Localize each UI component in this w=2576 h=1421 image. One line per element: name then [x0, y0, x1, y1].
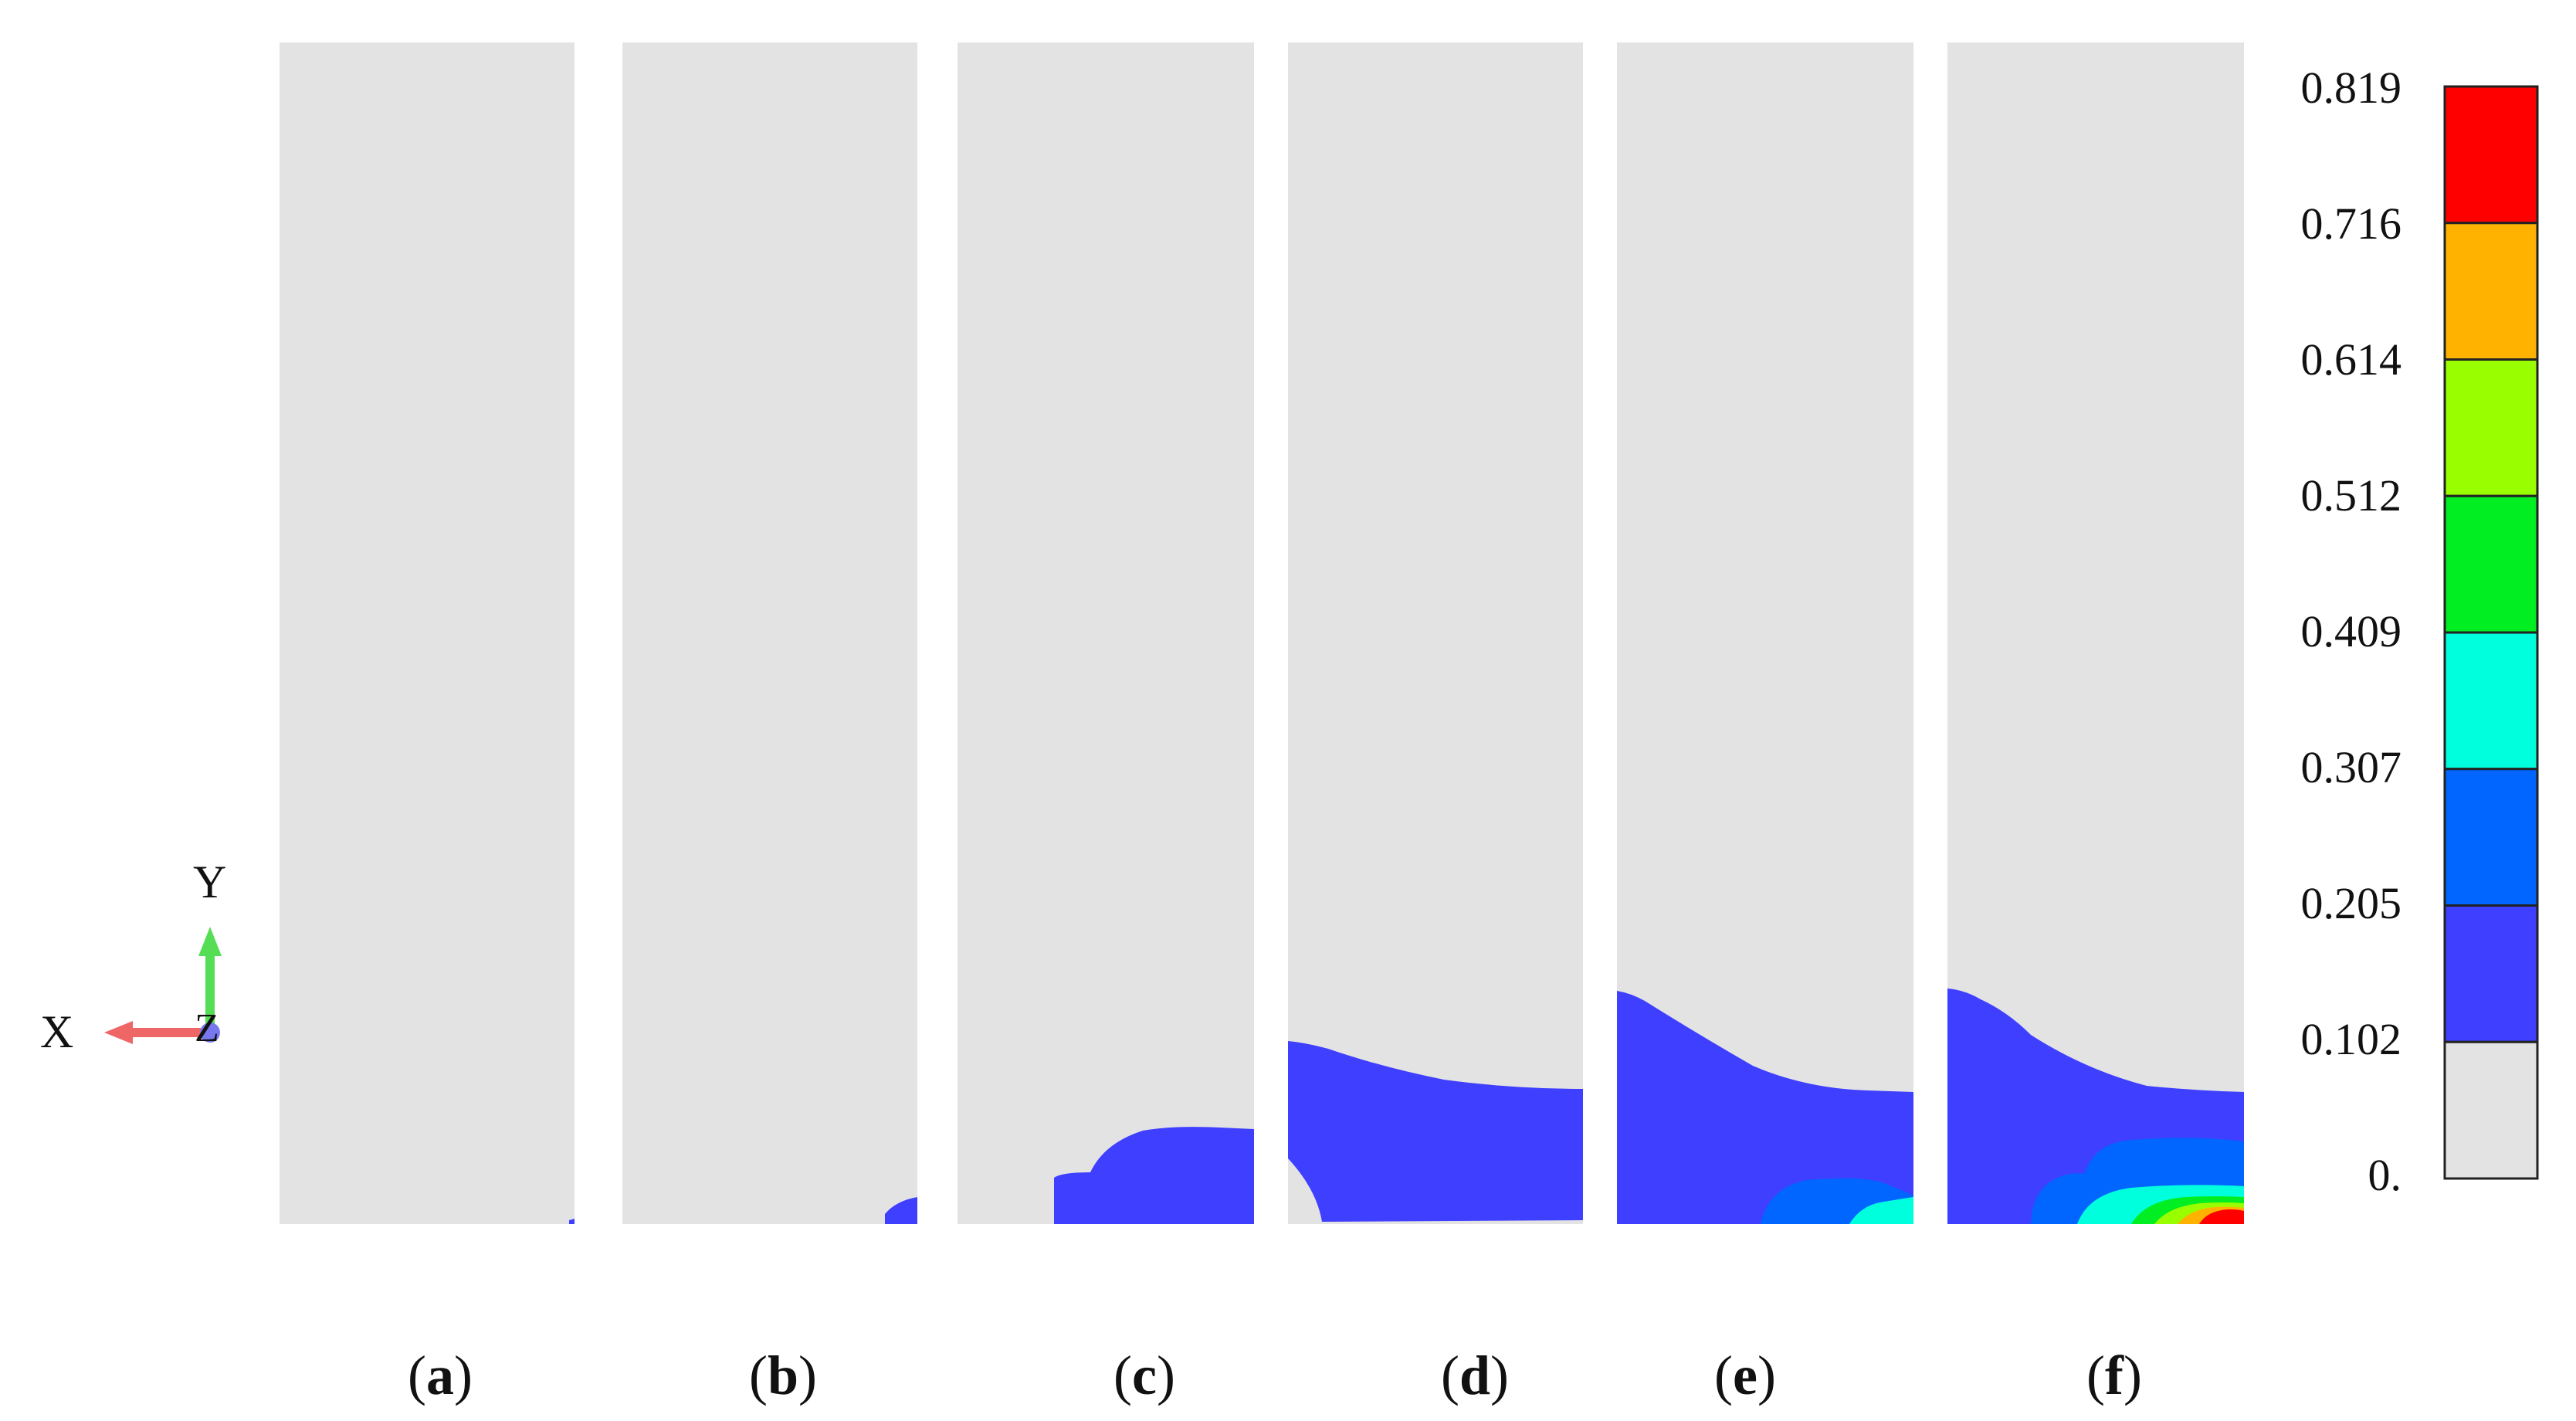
panel-b-contour-level1 [885, 1197, 917, 1224]
colorbar-segment [2443, 904, 2539, 1043]
colorbar-tick: 0.614 [2300, 334, 2402, 385]
panel-f-caption: (f) [2086, 1345, 2142, 1406]
panel-d [1288, 42, 1583, 1224]
panel-d-caption: (d) [1440, 1345, 1509, 1406]
colorbar-tick: 0. [2368, 1150, 2402, 1200]
panel-c [958, 42, 1254, 1224]
axis-label-z: Z [195, 1006, 219, 1050]
colorbar-tick: 0.716 [2300, 198, 2402, 249]
panel-e [1617, 42, 1913, 1224]
colorbar-segment [2443, 85, 2539, 225]
panel-e-contour-level3 [1849, 1197, 1913, 1224]
panel-d-contour-level1 [1288, 1041, 1583, 1222]
panel-b-caption: (b) [748, 1345, 817, 1406]
colorbar-segment [2443, 494, 2539, 634]
colorbar-tick: 0.512 [2300, 470, 2402, 521]
axis-label-y: Y [193, 856, 227, 907]
panel-e-contour-level1 [1617, 991, 1913, 1224]
colorbar-segment [2443, 768, 2539, 907]
panel-c-caption: (c) [1113, 1345, 1175, 1406]
colorbar-segment [2443, 358, 2539, 497]
colorbar-tick: 0.102 [2300, 1014, 2402, 1064]
panel-e-caption: (e) [1714, 1345, 1776, 1406]
y-axis-arrowhead [198, 927, 222, 956]
z-axis-marker [200, 1023, 220, 1043]
panel-f [1947, 42, 2244, 1224]
panel-b [622, 42, 917, 1224]
panel-a-background [280, 42, 575, 1224]
colorbar-segment [2443, 222, 2539, 361]
panel-f-contour-level7 [2199, 1209, 2244, 1224]
panel-b-background [622, 42, 917, 1224]
panel-a-caption: (a) [408, 1345, 473, 1406]
panel-a-contour-level1 [569, 1219, 575, 1224]
panel-d-background [1288, 42, 1583, 1224]
panel-c-contour-level1 [1054, 1127, 1254, 1224]
colorbar-tick: 0.819 [2300, 63, 2402, 113]
axis-label-x: X [40, 1006, 74, 1057]
colorbar-segment [2443, 631, 2539, 771]
panel-a [280, 42, 575, 1224]
colorbar-segment [2443, 1040, 2539, 1180]
colorbar-tick: 0.307 [2300, 742, 2402, 792]
x-axis-arrowhead [104, 1021, 133, 1044]
colorbar [2443, 85, 2539, 1180]
colorbar-tick: 0.205 [2300, 878, 2402, 928]
colorbar-tick: 0.409 [2300, 606, 2402, 656]
axis-triad [104, 927, 222, 1044]
panel-c-background [958, 42, 1254, 1224]
